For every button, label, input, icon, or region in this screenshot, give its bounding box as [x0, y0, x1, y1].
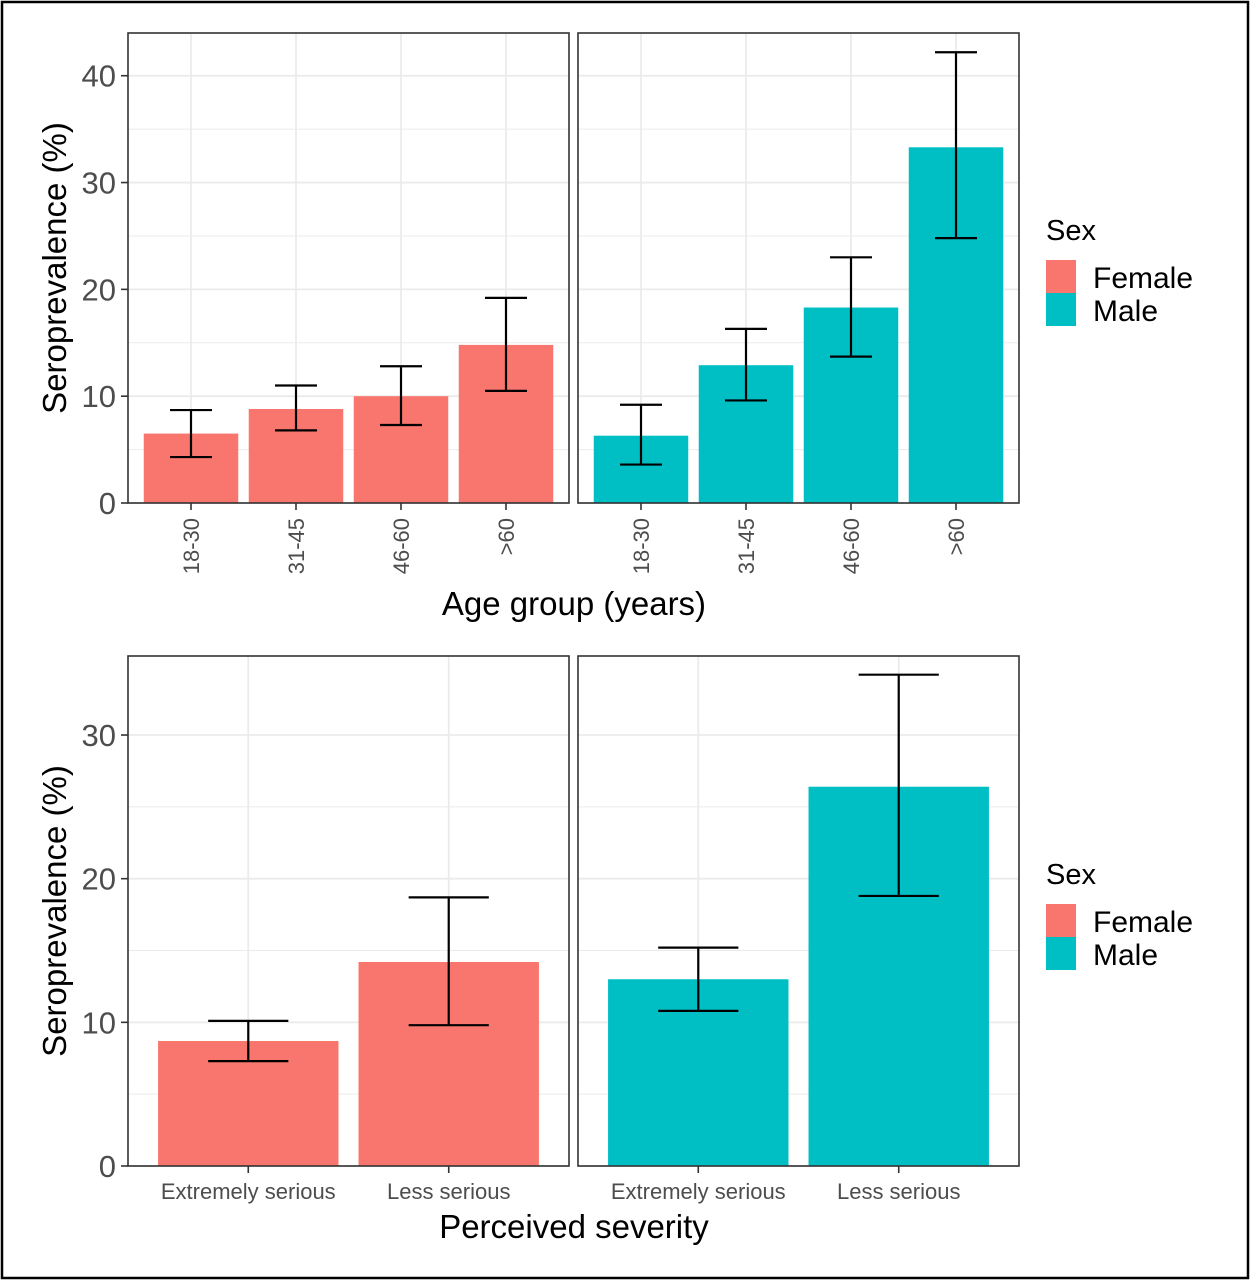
error-bar [830, 256, 872, 358]
y-axis: 0 10 20 30 [82, 718, 128, 1184]
legend-label: Male [1093, 939, 1158, 972]
error-bar [408, 896, 489, 1027]
x-tick-label: >60 [494, 518, 519, 555]
chart-age-group: 18-30 31-45 46-60 >60 18-30 31-45 46-60 >60 01… [36, 32, 1193, 622]
x-tick-label: Extremely serious [161, 1179, 336, 1204]
y-tick-label: 20 [82, 862, 116, 897]
panel-male: Extremely serious Less serious [577, 655, 1020, 1204]
error-bar [725, 327, 767, 402]
error-bar [275, 384, 317, 432]
y-axis: 0 10 20 30 40 [82, 59, 128, 521]
y-axis-label: Seroprevalence (%) [36, 122, 73, 414]
error-bar [485, 296, 527, 392]
chart-perceived-severity: Extremely serious Less serious Extremely … [36, 655, 1193, 1245]
x-tick-label: 18-30 [629, 518, 654, 574]
legend-title: Sex [1046, 859, 1096, 891]
y-tick-label: 30 [82, 166, 116, 201]
y-tick-label: 0 [99, 486, 116, 521]
panel-female: 18-30 31-45 46-60 >60 [127, 32, 570, 574]
y-tick-label: 40 [82, 59, 116, 94]
error-bar [620, 403, 662, 466]
panel-male: 18-30 31-45 46-60 >60 [577, 32, 1020, 574]
x-tick-label: Extremely serious [611, 1179, 786, 1204]
error-bar [858, 673, 939, 898]
x-tick-label: 46-60 [389, 518, 414, 574]
error-bar [935, 51, 977, 240]
legend-item-male: Male [1046, 293, 1158, 328]
legend-label: Female [1093, 262, 1193, 295]
error-bar [658, 946, 739, 1012]
x-axis-label: Age group (years) [442, 585, 706, 622]
legend-key [1046, 260, 1076, 293]
y-axis-label: Seroprevalence (%) [36, 765, 73, 1057]
panel-border [577, 32, 1020, 504]
y-tick-label: 10 [82, 1005, 116, 1040]
y-tick-label: 10 [82, 379, 116, 414]
legend-item-male: Male [1046, 937, 1158, 972]
legend-key [1046, 937, 1076, 970]
x-tick-label: 18-30 [179, 518, 204, 574]
x-tick-label: >60 [944, 518, 969, 555]
y-tick-label: 30 [82, 718, 116, 753]
panel-border [577, 655, 1020, 1167]
error-bar [170, 408, 212, 459]
legend-label: Male [1093, 295, 1158, 328]
error-bar [208, 1019, 289, 1063]
y-tick-label: 0 [99, 1149, 116, 1184]
panel-female: Extremely serious Less serious [127, 655, 570, 1204]
panel-border [127, 655, 570, 1167]
legend-item-female: Female [1046, 904, 1193, 939]
x-tick-label: Less serious [387, 1179, 511, 1204]
x-tick-label: 31-45 [734, 518, 759, 574]
x-tick-label: 31-45 [284, 518, 309, 574]
y-tick-label: 20 [82, 272, 116, 307]
legend-item-female: Female [1046, 260, 1193, 295]
legend-key [1046, 293, 1076, 326]
legend-label: Female [1093, 906, 1193, 939]
x-tick-label: Less serious [837, 1179, 961, 1204]
legend-key [1046, 904, 1076, 937]
legend-title: Sex [1046, 215, 1096, 247]
x-tick-label: 46-60 [839, 518, 864, 574]
x-axis-label: Perceived severity [439, 1208, 709, 1245]
panel-border [127, 32, 570, 504]
error-bar [380, 365, 422, 427]
